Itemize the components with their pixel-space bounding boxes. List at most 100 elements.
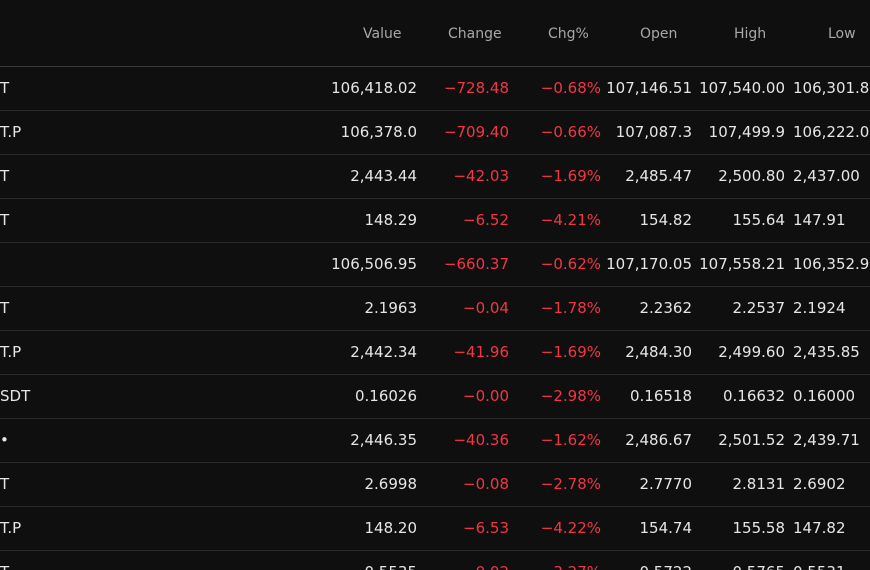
open-cell: 0.16518 (629, 387, 692, 405)
high-cell: 2,501.52 (718, 431, 785, 449)
open-cell: 2,485.47 (625, 167, 692, 185)
column-header-change[interactable]: Change (448, 26, 502, 42)
symbol-cell: T.P (0, 519, 22, 537)
open-cell: 2,486.67 (625, 431, 692, 449)
change-cell: −0.00 (463, 387, 509, 405)
change-cell: −709.40 (443, 123, 509, 141)
table-row[interactable]: T 106,418.02 −728.48 −0.68% 107,146.51 1… (0, 67, 870, 111)
high-cell: 2.2537 (732, 299, 786, 317)
table-row[interactable]: T.P 106,378.0 −709.40 −0.66% 107,087.3 1… (0, 111, 870, 155)
high-cell: 2,499.60 (718, 343, 785, 361)
high-cell: 0.16632 (722, 387, 785, 405)
column-header-chg-pct[interactable]: Chg% (548, 26, 589, 42)
table-row[interactable]: SDT 0.16026 −0.00 −2.98% 0.16518 0.16632… (0, 375, 870, 419)
symbol-cell: T (0, 79, 10, 97)
low-cell: 106,301.8 (793, 79, 870, 97)
high-cell: 107,499.9 (708, 123, 785, 141)
symbol-cell: T (0, 167, 10, 185)
column-header-value[interactable]: Value (363, 26, 402, 42)
value-cell: 2,443.44 (350, 167, 417, 185)
chg-pct-cell: −2.78% (540, 475, 601, 493)
low-cell: 2,439.71 (793, 431, 860, 449)
value-cell: 2.6998 (364, 475, 418, 493)
value-cell: 148.29 (364, 211, 418, 229)
open-cell: 2.2362 (639, 299, 693, 317)
low-cell: 147.91 (793, 211, 846, 229)
open-cell: 2.7770 (639, 475, 693, 493)
table-row[interactable]: T 2.6998 −0.08 −2.78% 2.7770 2.8131 2.69… (0, 463, 870, 507)
open-cell: 154.74 (639, 519, 693, 537)
open-cell: 2,484.30 (625, 343, 692, 361)
open-cell: 107,146.51 (606, 79, 692, 97)
value-cell: 106,378.0 (340, 123, 417, 141)
open-cell: 154.82 (639, 211, 693, 229)
symbol-cell: • (0, 431, 9, 449)
low-cell: 0.16000 (793, 387, 856, 405)
table-row[interactable]: T 148.29 −6.52 −4.21% 154.82 155.64 147.… (0, 199, 870, 243)
low-cell: 0.5531 (793, 563, 846, 570)
column-header-low[interactable]: Low (828, 26, 856, 42)
low-cell: 2.6902 (793, 475, 846, 493)
value-cell: 106,418.02 (331, 79, 417, 97)
chg-pct-cell: −1.78% (540, 299, 601, 317)
chg-pct-cell: −2.98% (540, 387, 601, 405)
open-cell: 0.5722 (640, 563, 693, 570)
low-cell: 2,437.00 (793, 167, 860, 185)
change-cell: −6.52 (463, 211, 509, 229)
low-cell: 2,435.85 (793, 343, 860, 361)
high-cell: 107,540.00 (699, 79, 785, 97)
chg-pct-cell: −1.62% (540, 431, 601, 449)
symbol-cell: T (0, 563, 9, 570)
change-cell: −6.53 (463, 519, 509, 537)
low-cell: 147.82 (793, 519, 846, 537)
column-header-row: Value Change Chg% Open High Low (0, 0, 870, 67)
symbol-cell: T (0, 299, 10, 317)
value-cell: 0.16026 (354, 387, 417, 405)
symbol-cell: T.P (0, 343, 22, 361)
chg-pct-cell: −0.66% (540, 123, 601, 141)
change-cell: −0.02 (463, 563, 509, 570)
symbol-cell: T.P (0, 123, 22, 141)
chg-pct-cell: −4.21% (540, 211, 601, 229)
value-cell: 0.5535 (365, 563, 418, 570)
column-header-high[interactable]: High (734, 26, 767, 42)
table-row[interactable]: • 2,446.35 −40.36 −1.62% 2,486.67 2,501.… (0, 419, 870, 463)
high-cell: 155.58 (732, 519, 786, 537)
table-row[interactable]: T.P 2,442.34 −41.96 −1.69% 2,484.30 2,49… (0, 331, 870, 375)
value-cell: 2,446.35 (350, 431, 417, 449)
value-cell: 2,442.34 (350, 343, 417, 361)
low-cell: 106,352.90 (793, 255, 870, 273)
high-cell: 2.8131 (732, 475, 786, 493)
change-cell: −42.03 (453, 167, 509, 185)
chg-pct-cell: −0.62% (540, 255, 601, 273)
high-cell: 155.64 (732, 211, 786, 229)
high-cell: 2,500.80 (718, 167, 785, 185)
chg-pct-cell: −4.22% (540, 519, 601, 537)
table-row[interactable]: T 2,443.44 −42.03 −1.69% 2,485.47 2,500.… (0, 155, 870, 199)
change-cell: −41.96 (453, 343, 509, 361)
watchlist-rows: T 106,418.02 −728.48 −0.68% 107,146.51 1… (0, 67, 870, 570)
table-row[interactable]: T 0.5535 −0.02 −3.27% 0.5722 0.5765 0.55… (0, 551, 870, 570)
high-cell: 0.5765 (733, 563, 786, 570)
chg-pct-cell: −1.69% (540, 167, 601, 185)
symbol-cell: T (0, 475, 10, 493)
value-cell: 2.1963 (364, 299, 418, 317)
table-row[interactable]: T 2.1963 −0.04 −1.78% 2.2362 2.2537 2.19… (0, 287, 870, 331)
table-row[interactable]: T.P 148.20 −6.53 −4.22% 154.74 155.58 14… (0, 507, 870, 551)
low-cell: 2.1924 (793, 299, 846, 317)
low-cell: 106,222.0 (793, 123, 870, 141)
high-cell: 107,558.21 (699, 255, 785, 273)
symbol-cell: SDT (0, 387, 31, 405)
value-cell: 106,506.95 (331, 255, 417, 273)
symbol-cell: T (0, 211, 10, 229)
open-cell: 107,170.05 (606, 255, 692, 273)
open-cell: 107,087.3 (615, 123, 692, 141)
chg-pct-cell: −3.27% (541, 563, 601, 570)
change-cell: −0.04 (463, 299, 509, 317)
table-row[interactable]: 106,506.95 −660.37 −0.62% 107,170.05 107… (0, 243, 870, 287)
change-cell: −40.36 (453, 431, 509, 449)
change-cell: −728.48 (443, 79, 509, 97)
column-header-open[interactable]: Open (640, 26, 678, 42)
chg-pct-cell: −1.69% (540, 343, 601, 361)
